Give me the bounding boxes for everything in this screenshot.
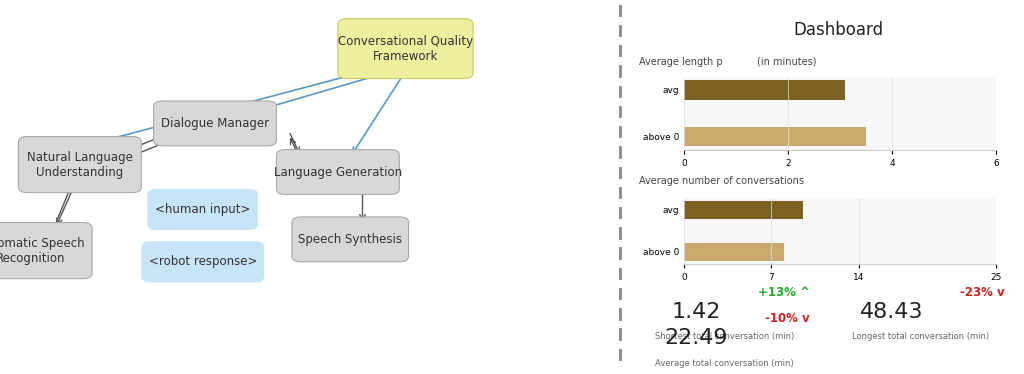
FancyBboxPatch shape [141, 241, 264, 282]
Text: Dialogue Manager: Dialogue Manager [161, 117, 269, 130]
FancyBboxPatch shape [276, 150, 399, 194]
FancyBboxPatch shape [338, 19, 473, 79]
FancyBboxPatch shape [154, 101, 276, 146]
FancyBboxPatch shape [18, 137, 141, 193]
Text: Shortest total conversation (min): Shortest total conversation (min) [655, 332, 794, 341]
FancyBboxPatch shape [147, 189, 258, 230]
Text: Speech Synthesis: Speech Synthesis [298, 233, 402, 246]
Bar [684, 80, 846, 99]
Text: <robot response>: <robot response> [148, 255, 257, 268]
Text: Average total conversation (min): Average total conversation (min) [655, 359, 794, 368]
Text: <human input>: <human input> [155, 203, 251, 216]
Text: -10% v: -10% v [765, 312, 810, 325]
Text: Conversational Quality
Framework: Conversational Quality Framework [338, 35, 473, 62]
Text: -23% v: -23% v [959, 286, 1005, 299]
Bar [684, 201, 803, 219]
Text: +13% ^: +13% ^ [758, 286, 810, 299]
Text: Longest total conversation (min): Longest total conversation (min) [852, 332, 988, 341]
Text: 1.42: 1.42 [672, 302, 721, 322]
Bar [684, 127, 866, 146]
Bar [684, 243, 784, 261]
Text: Automatic Speech
Recognition: Automatic Speech Recognition [0, 237, 85, 264]
Text: Average number of conversations: Average number of conversations [639, 176, 805, 186]
Text: 22.49: 22.49 [665, 328, 728, 348]
Text: Average length p           (in minutes): Average length p (in minutes) [639, 56, 817, 67]
FancyBboxPatch shape [0, 223, 92, 279]
Text: Natural Language
Understanding: Natural Language Understanding [27, 151, 133, 178]
Text: Dashboard: Dashboard [794, 21, 884, 39]
FancyBboxPatch shape [292, 217, 409, 262]
Text: Language Generation: Language Generation [273, 166, 402, 178]
Text: 48.43: 48.43 [860, 302, 924, 322]
